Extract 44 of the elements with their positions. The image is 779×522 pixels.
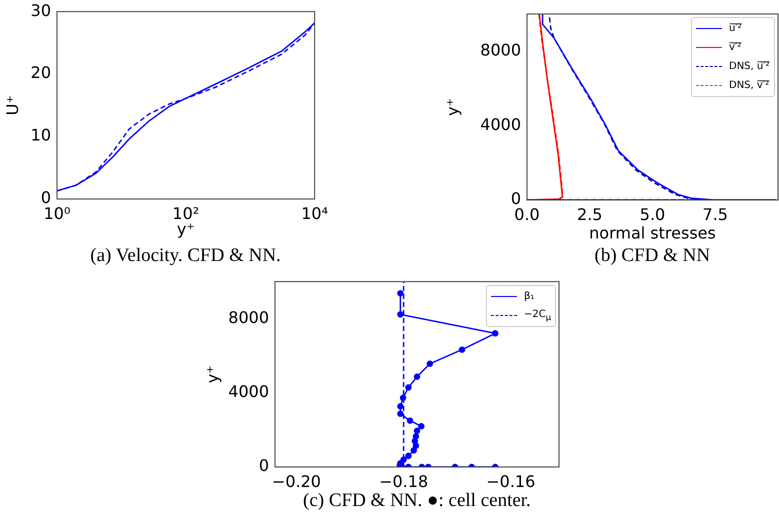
- point: [405, 452, 412, 460]
- x-tick-label: 2.5: [577, 204, 602, 224]
- point: [397, 410, 404, 417]
- y-tick-label: 0: [258, 456, 269, 476]
- text: (b) CFD & NN: [594, 245, 710, 267]
- point: [414, 374, 420, 380]
- x-tick-label: 5.0: [640, 204, 666, 224]
- text: (a) Velocity. CFD & NN.: [90, 245, 281, 267]
- y-tick-label: 4000: [228, 382, 269, 401]
- point: [412, 433, 420, 440]
- point: [400, 394, 406, 402]
- point: [405, 384, 412, 391]
- point: [400, 456, 407, 463]
- point: [418, 423, 424, 430]
- point: [397, 311, 404, 318]
- point: [426, 360, 434, 367]
- y-tick-label: 30: [30, 0, 51, 20]
- x-tick-label: 10⁴: [301, 204, 328, 223]
- x-tick-label: −0.20: [272, 472, 321, 491]
- y-axis-title: y⁺: [442, 98, 462, 116]
- point: [414, 428, 420, 434]
- text: (c) CFD & NN. ●: cell center.: [303, 490, 531, 512]
- legend-label: DNS, v̅′̅²̅: [729, 80, 770, 91]
- x-axis-title: normal stresses: [589, 224, 716, 243]
- point: [397, 290, 404, 296]
- y-tick-label: 8000: [480, 40, 521, 60]
- x-tick-label: 7.5: [702, 204, 728, 224]
- y-axis-title: U⁺: [2, 95, 22, 116]
- y-tick-label: 4000: [480, 114, 521, 134]
- point: [492, 330, 498, 337]
- y-tick-label: 8000: [228, 308, 269, 327]
- y-tick-label: 20: [30, 63, 51, 82]
- y-axis-title: y⁺: [202, 365, 222, 384]
- legend-label: DNS, u̅′̅²̅: [729, 61, 770, 72]
- point: [458, 346, 466, 353]
- legend-label: β₁: [524, 290, 534, 302]
- x-tick-label: −0.16: [486, 472, 536, 491]
- point: [397, 403, 404, 410]
- point: [406, 417, 414, 424]
- legend-label: u̅′̅²̅: [729, 23, 742, 34]
- x-tick-label: −0.18: [379, 472, 428, 491]
- legend-label: v̅′̅²̅: [729, 42, 742, 53]
- y-tick-label: 10: [30, 126, 51, 145]
- legend-label: −2C$_{μ}$: [524, 308, 552, 322]
